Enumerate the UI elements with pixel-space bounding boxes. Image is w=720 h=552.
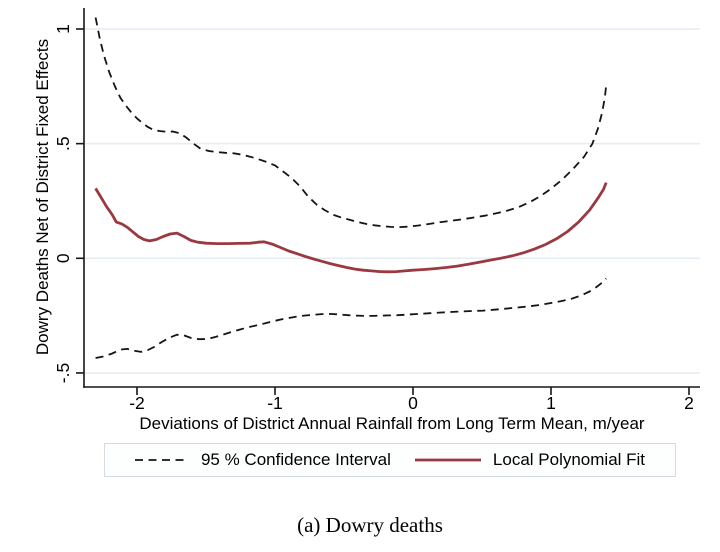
y-tick-label: 1 bbox=[53, 24, 73, 34]
legend: 95 % Confidence Interval Local Polynomia… bbox=[104, 443, 676, 477]
dashed-line-sample-icon bbox=[134, 459, 189, 461]
legend-entry-confidence-interval: 95 % Confidence Interval bbox=[134, 450, 391, 470]
x-tick-label: 0 bbox=[408, 393, 418, 413]
plot-area: 1 .5 0 -.5 -2 -1 0 1 2 bbox=[53, 8, 700, 413]
y-tick-label: .5 bbox=[53, 136, 73, 151]
fit-curve bbox=[94, 182, 608, 274]
legend-entry-polynomial-fit: Local Polynomial Fit bbox=[414, 450, 646, 470]
y-tick-label: -.5 bbox=[53, 363, 73, 383]
x-axis-title: Deviations of District Annual Rainfall f… bbox=[139, 414, 645, 433]
y-axis-title: Dowry Deaths Net of District Fixed Effec… bbox=[33, 38, 52, 356]
legend-label-confidence-interval: 95 % Confidence Interval bbox=[200, 450, 391, 469]
x-tick-label: -2 bbox=[129, 393, 145, 413]
y-tick-label: 0 bbox=[53, 253, 73, 263]
x-tick-label: 1 bbox=[546, 393, 556, 413]
ci-upper-curve bbox=[94, 17, 608, 228]
x-tick-label: 2 bbox=[684, 393, 694, 413]
x-tick-label: -1 bbox=[267, 393, 283, 413]
figure-caption: (a) Dowry deaths bbox=[297, 513, 443, 537]
legend-label-polynomial-fit: Local Polynomial Fit bbox=[492, 450, 646, 469]
ci-lower-curve bbox=[95, 277, 607, 359]
solid-line-sample-icon bbox=[414, 458, 481, 462]
